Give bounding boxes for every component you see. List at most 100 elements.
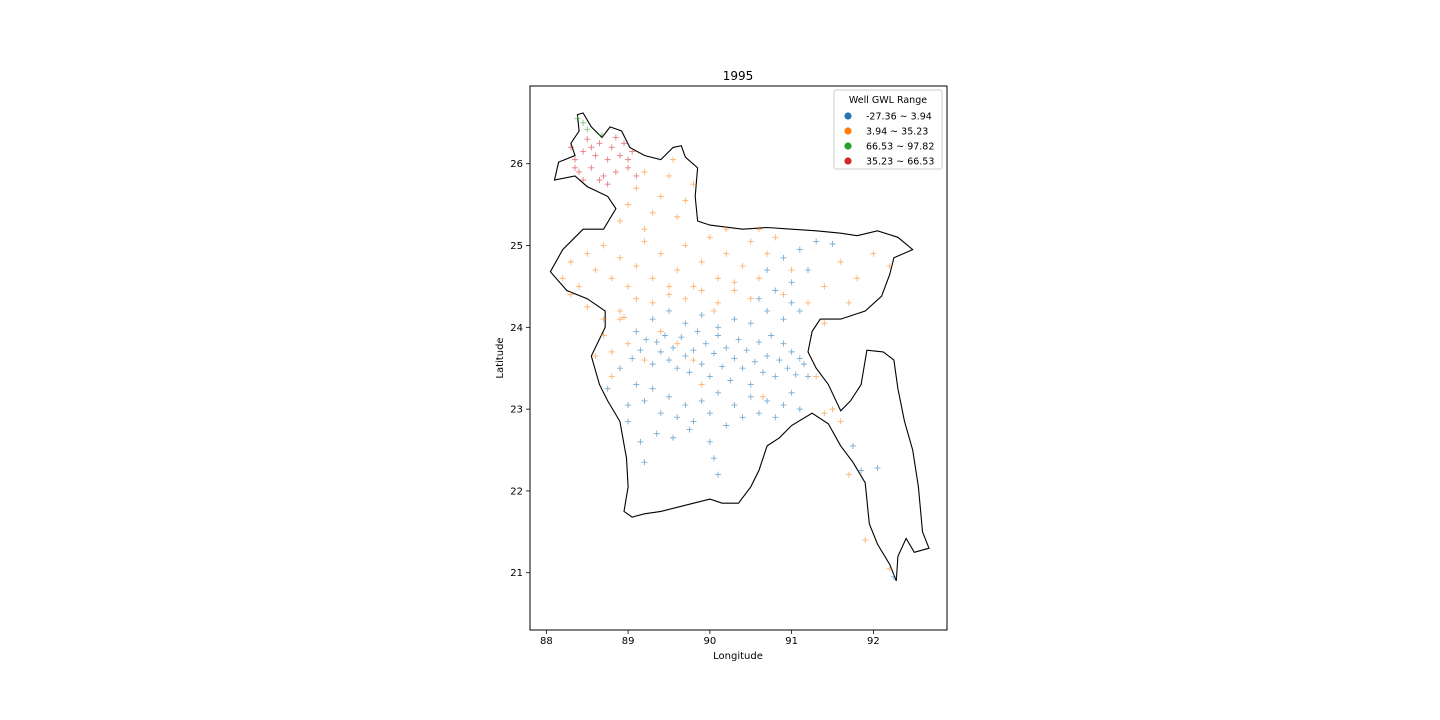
scatter-point bbox=[571, 164, 578, 171]
plot-frame bbox=[529, 85, 948, 631]
x-tick-label: 89 bbox=[622, 636, 635, 647]
scatter-point bbox=[637, 347, 644, 354]
scatter-point bbox=[698, 361, 705, 368]
scatter-point bbox=[862, 537, 869, 544]
scatter-point bbox=[739, 365, 746, 372]
scatter-point bbox=[690, 283, 697, 290]
scatter-point bbox=[686, 426, 693, 433]
scatter-point bbox=[788, 389, 795, 396]
scatter-point bbox=[796, 355, 803, 362]
scatter-point bbox=[592, 267, 599, 274]
scatter-point bbox=[805, 267, 811, 274]
scatter-point bbox=[870, 250, 877, 257]
scatter-point bbox=[731, 402, 738, 409]
scatter-point bbox=[710, 350, 717, 357]
scatter-point bbox=[706, 438, 713, 445]
scatter-point bbox=[584, 126, 591, 133]
series-3 bbox=[567, 134, 640, 188]
scatter-point bbox=[800, 361, 807, 368]
scatter-point bbox=[821, 410, 828, 417]
scatter-point bbox=[886, 262, 893, 269]
scatter-point bbox=[686, 369, 693, 376]
scatter-point bbox=[723, 344, 730, 351]
scatter-point bbox=[670, 156, 677, 163]
scatter-point bbox=[813, 373, 820, 380]
scatter-point bbox=[755, 226, 762, 233]
scatter-point bbox=[629, 355, 636, 362]
scatter-point bbox=[739, 414, 746, 421]
scatter-point bbox=[666, 291, 672, 298]
y-tick-label: 22 bbox=[510, 486, 523, 497]
scatter-point bbox=[788, 299, 795, 306]
scatter-point bbox=[567, 144, 574, 151]
scatter-point bbox=[715, 324, 722, 331]
scatter-point bbox=[747, 320, 754, 327]
scatter-point bbox=[633, 262, 640, 269]
scatter-point bbox=[666, 307, 672, 314]
scatter-point bbox=[625, 283, 632, 290]
scatter-point bbox=[682, 320, 689, 327]
series-0 bbox=[604, 238, 897, 580]
scatter-point bbox=[890, 573, 897, 580]
scatter-point bbox=[731, 279, 738, 286]
scatter-point bbox=[780, 254, 787, 261]
scatter-point bbox=[682, 295, 689, 302]
scatter-point bbox=[666, 357, 672, 364]
scatter-point bbox=[674, 340, 681, 347]
scatter-point bbox=[682, 402, 689, 409]
scatter-point bbox=[633, 185, 640, 192]
scatter-point bbox=[670, 434, 677, 441]
scatter-point bbox=[755, 410, 762, 417]
scatter-point bbox=[715, 471, 722, 478]
scatter-point bbox=[760, 393, 767, 400]
legend-marker bbox=[844, 157, 852, 165]
scatter-point bbox=[710, 307, 717, 314]
scatter-point bbox=[637, 438, 644, 445]
scatter-point bbox=[751, 358, 758, 365]
x-tick-label: 90 bbox=[704, 636, 717, 647]
scatter-point bbox=[598, 132, 605, 139]
chart-title: 1995 bbox=[723, 69, 754, 83]
scatter-point bbox=[584, 136, 591, 143]
scatter-point bbox=[731, 355, 738, 362]
scatter-point bbox=[715, 299, 722, 306]
scatter-point bbox=[805, 373, 811, 380]
scatter-point bbox=[608, 275, 615, 282]
legend-entry-label: 3.94 ~ 35.23 bbox=[866, 127, 928, 138]
scatter-point bbox=[678, 334, 685, 341]
scatter-point bbox=[649, 316, 656, 323]
scatter-point bbox=[772, 373, 779, 380]
y-tick-label: 26 bbox=[510, 159, 523, 170]
legend-entry-label: 66.53 ~ 97.82 bbox=[866, 142, 934, 153]
scatter-point bbox=[735, 336, 742, 343]
scatter-point bbox=[674, 267, 681, 274]
scatter-point bbox=[641, 168, 648, 175]
scatter-point bbox=[621, 140, 628, 147]
scatter-point bbox=[764, 397, 771, 404]
y-tick-label: 24 bbox=[510, 323, 523, 334]
scatter-point bbox=[621, 314, 628, 321]
scatter-point bbox=[625, 201, 632, 208]
scatter-point bbox=[616, 152, 623, 159]
scatter-point bbox=[641, 459, 648, 466]
scatter-point bbox=[657, 328, 664, 335]
scatter-point bbox=[649, 299, 656, 306]
scatter-point bbox=[608, 348, 615, 355]
scatter-point bbox=[706, 410, 713, 417]
scatter-point bbox=[616, 365, 623, 372]
scatter-point bbox=[657, 193, 664, 200]
scatter-point bbox=[805, 299, 811, 306]
y-tick-label: 23 bbox=[510, 405, 523, 416]
scatter-point bbox=[625, 164, 632, 171]
country-boundary bbox=[549, 112, 930, 582]
scatter-point bbox=[674, 414, 681, 421]
legend-entries: -27.36 ~ 3.94 3.94 ~ 35.23 66.53 ~ 97.82 35… bbox=[844, 112, 934, 168]
scatter-point bbox=[772, 414, 779, 421]
scatter-point bbox=[653, 430, 660, 437]
scatter-point bbox=[616, 217, 623, 224]
scatter-point bbox=[616, 316, 623, 323]
scatter-point bbox=[641, 226, 648, 233]
scatter-point bbox=[629, 148, 636, 155]
scatter-point bbox=[584, 303, 591, 310]
scatter-point bbox=[731, 287, 738, 294]
